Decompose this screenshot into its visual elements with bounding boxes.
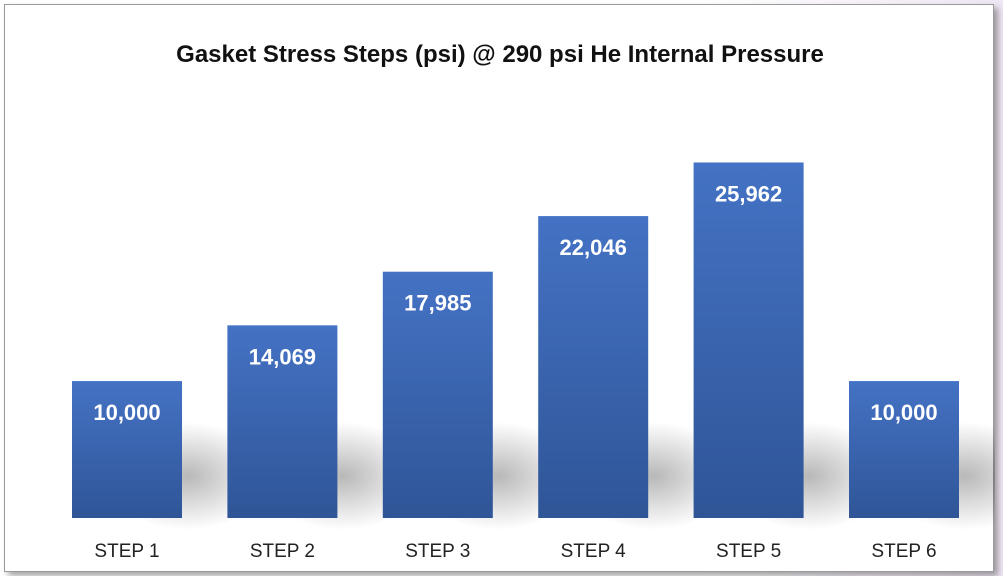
bar-6: [849, 381, 959, 518]
x-tick-label-5: STEP 5: [716, 541, 781, 562]
data-label-5: 25,962: [715, 181, 782, 206]
x-tick-label-3: STEP 3: [405, 541, 470, 562]
data-label-6: 10,000: [870, 400, 937, 425]
x-tick-label-4: STEP 4: [561, 541, 627, 562]
x-axis-tick-labels: STEP 1 STEP 2 STEP 3 STEP 4 STEP 5 STEP 6: [94, 541, 936, 562]
data-labels: 10,000 14,069 17,985 22,046 25,962 10,000: [93, 181, 937, 425]
bar-4: [538, 216, 649, 518]
bar-2: [227, 325, 338, 518]
bar-3: [382, 271, 493, 518]
bar-1: [72, 381, 182, 518]
chart-title: Gasket Stress Steps (psi) @ 290 psi He I…: [176, 41, 824, 68]
x-tick-label-2: STEP 2: [250, 541, 315, 562]
x-tick-label-1: STEP 1: [94, 541, 159, 562]
bar-series: [72, 162, 959, 518]
data-label-4: 22,046: [560, 235, 627, 260]
data-label-2: 14,069: [249, 344, 316, 369]
bar-chart: 10,000 14,069 17,985 22,046 25,962 10,000 STE…: [72, 162, 995, 562]
data-label-1: 10,000: [93, 400, 160, 425]
x-tick-label-6: STEP 6: [871, 541, 936, 562]
data-label-3: 17,985: [404, 291, 471, 316]
chart-panel: Gasket Stress Steps (psi) @ 290 psi He I…: [4, 4, 995, 572]
bar-5: [693, 162, 804, 518]
